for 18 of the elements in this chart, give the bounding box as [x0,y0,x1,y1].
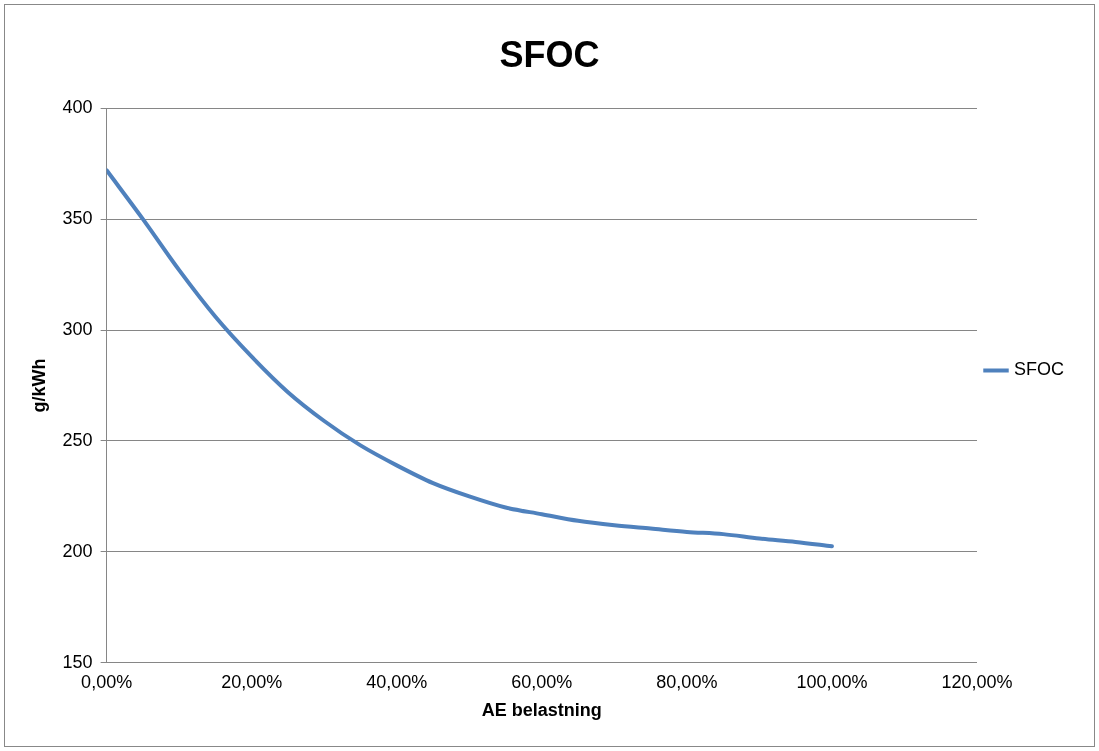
y-tick-label: 350 [62,208,93,229]
y-tick-label: 200 [62,540,93,561]
x-tick-label: 20,00% [221,671,283,692]
y-axis-title: g/kWh [28,358,49,413]
legend-label: SFOC [1014,359,1065,380]
x-tick-label: 80,00% [656,671,718,692]
x-tick-label: 60,00% [511,671,573,692]
y-tick-label: 250 [62,429,93,450]
chart-title: SFOC [499,33,600,75]
y-tick-label: 150 [62,651,93,672]
x-axis-title: AE belastning [481,700,602,721]
x-tick-label: 120,00% [941,671,1013,692]
line-series [106,168,834,549]
x-tick-label: 0,00% [81,671,133,692]
x-tick-label: 40,00% [366,671,428,692]
y-tick-label: 300 [62,319,93,340]
x-tick-label: 100,00% [796,671,868,692]
y-tick-label: 400 [62,97,93,118]
